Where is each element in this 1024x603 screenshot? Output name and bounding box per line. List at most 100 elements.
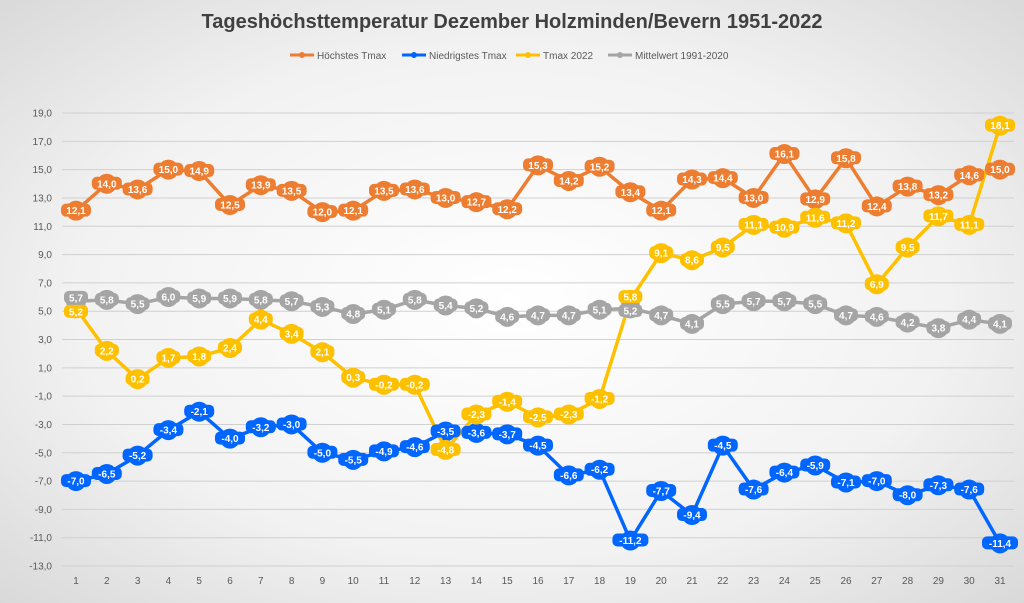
data-label: 14,6	[959, 171, 979, 182]
data-label-background	[988, 316, 1012, 330]
data-label-background	[769, 220, 800, 234]
data-label-background	[338, 203, 369, 217]
data-label: 9,5	[901, 243, 915, 254]
legend-label: Höchstes Tmax	[317, 51, 386, 62]
data-label-background	[738, 190, 769, 204]
data-label-background	[985, 162, 1015, 176]
data-label: 5,9	[192, 294, 206, 305]
data-label: 4,8	[346, 310, 360, 321]
data-label: -9,4	[683, 511, 701, 522]
x-tick-label: 30	[964, 576, 976, 587]
data-label-background	[187, 349, 212, 363]
data-label-background	[495, 309, 520, 323]
data-label-background	[310, 345, 335, 359]
data-label-background	[461, 195, 492, 209]
data-label-background	[615, 185, 646, 199]
data-label: 13,5	[282, 186, 302, 197]
y-tick-label: 11,0	[33, 222, 52, 233]
data-label: -2,3	[560, 410, 578, 421]
data-label: -3,2	[252, 423, 270, 434]
y-tick-label: 1,0	[38, 363, 52, 374]
data-label: -11,4	[989, 539, 1012, 550]
data-label-background	[923, 209, 954, 223]
data-label-background	[553, 407, 584, 421]
data-label-background	[861, 474, 892, 488]
legend-label: Tmax 2022	[543, 51, 593, 62]
data-label-background	[430, 442, 461, 456]
data-label: -6,4	[776, 468, 794, 479]
data-label: -5,5	[345, 455, 363, 466]
data-label: 14,2	[559, 176, 579, 187]
data-label: 13,2	[929, 191, 949, 202]
data-label: -5,2	[129, 451, 147, 462]
data-label: 5,9	[223, 294, 237, 305]
x-tick-label: 6	[227, 576, 233, 587]
x-tick-label: 2	[104, 576, 110, 587]
data-label-background	[553, 173, 584, 187]
x-tick-label: 16	[532, 576, 544, 587]
data-label-background	[523, 158, 553, 172]
data-label: 1,8	[192, 352, 206, 363]
x-tick-label: 9	[320, 576, 326, 587]
data-label-background	[245, 178, 276, 192]
legend-label: Mittelwert 1991-2020	[635, 51, 729, 62]
data-label: 5,2	[469, 304, 483, 315]
data-label-background	[772, 294, 797, 308]
y-tick-label: 9,0	[38, 250, 52, 261]
x-tick-label: 23	[748, 576, 760, 587]
data-label-background	[710, 240, 735, 254]
data-label: 11,6	[806, 213, 825, 224]
data-label: -3,0	[283, 420, 301, 431]
x-tick-label: 12	[409, 576, 421, 587]
data-label: -11,2	[619, 536, 642, 547]
legend-label: Niedrigstes Tmax	[429, 51, 507, 62]
y-tick-label: 5,0	[38, 307, 52, 318]
data-label: 3,8	[931, 324, 945, 335]
data-label: -3,6	[468, 428, 486, 439]
x-tick-label: 11	[379, 576, 390, 587]
x-tick-label: 7	[258, 576, 264, 587]
x-tick-label: 27	[871, 576, 883, 587]
data-label: 1,7	[161, 353, 175, 364]
data-label-background	[279, 326, 304, 340]
data-label: 5,7	[285, 297, 299, 308]
data-label: 13,5	[374, 186, 394, 197]
x-tick-label: 5	[196, 576, 202, 587]
data-label: -1,4	[499, 397, 517, 408]
data-label: -2,3	[468, 410, 486, 421]
data-label-background	[399, 440, 430, 454]
data-label: -7,0	[67, 477, 85, 488]
data-label-background	[800, 458, 831, 472]
data-label: -7,6	[961, 485, 979, 496]
data-label-background	[523, 438, 553, 452]
data-label: -6,6	[560, 471, 578, 482]
data-label: 14,3	[682, 175, 702, 186]
data-label: -3,7	[499, 430, 517, 441]
y-tick-label: -5,0	[35, 448, 53, 459]
data-label: 4,6	[870, 312, 884, 323]
data-label-background	[215, 198, 245, 212]
y-tick-label: 15,0	[33, 165, 53, 176]
data-label-background	[464, 301, 489, 315]
data-label: 15,8	[836, 154, 856, 165]
data-label: -5,0	[314, 448, 332, 459]
data-label-background	[64, 304, 88, 318]
data-label: 9,5	[716, 243, 730, 254]
data-label-background	[584, 391, 615, 405]
data-label-background	[94, 343, 119, 357]
x-tick-label: 20	[656, 576, 668, 587]
x-tick-label: 1	[73, 576, 79, 587]
data-label: 12,5	[220, 201, 240, 212]
data-label-background	[923, 188, 954, 202]
data-label: 5,8	[100, 295, 114, 306]
data-label: 14,0	[97, 179, 117, 190]
data-label-background	[94, 292, 119, 306]
data-label: 8,6	[685, 256, 699, 267]
x-tick-label: 26	[840, 576, 852, 587]
data-label: -7,0	[868, 477, 886, 488]
data-label-background	[125, 297, 150, 311]
axes: 19,0 17,0 15,0 13,0 11,0 9,0 7,0 5,0 3,0 1,0 -1,0 -…	[29, 109, 1006, 588]
data-label: 15,0	[990, 165, 1010, 176]
data-label-background	[649, 246, 674, 260]
data-label: 5,5	[716, 300, 730, 311]
